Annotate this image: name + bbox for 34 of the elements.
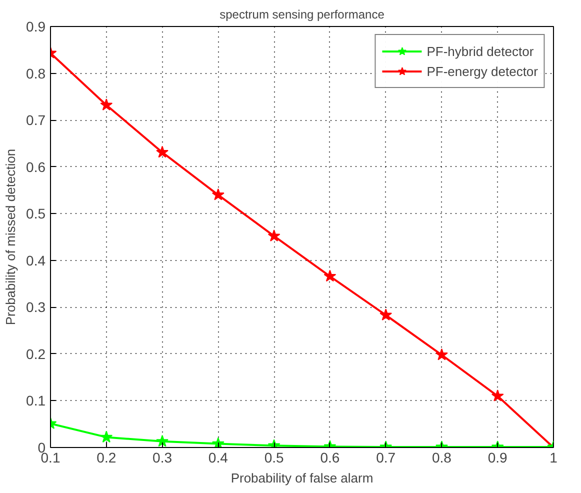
point xyxy=(156,146,168,158)
x-tick-label: 0.3 xyxy=(152,450,172,466)
point xyxy=(156,434,168,447)
x-tick-label: 0.4 xyxy=(208,450,228,466)
y-tick-label: 0.5 xyxy=(26,206,46,222)
y-axis-title: Probability of missed detection xyxy=(3,148,18,326)
y-tick-label: 0.3 xyxy=(26,299,46,316)
x-tick-label: 0.7 xyxy=(376,450,396,466)
y-tick-label: 0.2 xyxy=(26,346,46,362)
legend-label: PF-hybrid detector xyxy=(426,44,534,58)
x-tick-label: 0.9 xyxy=(488,450,508,466)
y-tick-label: 0.6 xyxy=(26,158,46,175)
point xyxy=(324,270,336,282)
y-tick-label: 0.4 xyxy=(26,252,46,268)
x-tick-label: 1 xyxy=(550,450,558,466)
point xyxy=(212,437,224,448)
y-tick-label: 0.7 xyxy=(26,112,46,128)
x-tick-label: 0.6 xyxy=(320,450,340,466)
y-tick-label: 0.8 xyxy=(26,65,46,82)
point xyxy=(380,308,392,320)
legend-label: PF-energy detector xyxy=(426,64,538,78)
x-tick-label: 0.8 xyxy=(432,450,452,466)
x-tick-label: 0.2 xyxy=(96,450,116,466)
point xyxy=(100,98,113,110)
y-tick-label: 0.1 xyxy=(26,392,46,409)
point xyxy=(100,430,113,443)
y-tick-label: 0.9 xyxy=(26,18,46,34)
x-axis-title: Probability of false alarm xyxy=(230,470,374,486)
point xyxy=(436,348,448,360)
point xyxy=(212,188,224,200)
chart-title: spectrum sensing performance xyxy=(220,8,385,22)
point xyxy=(268,230,280,242)
x-tick-label: 0.5 xyxy=(264,450,284,466)
point xyxy=(491,390,504,402)
